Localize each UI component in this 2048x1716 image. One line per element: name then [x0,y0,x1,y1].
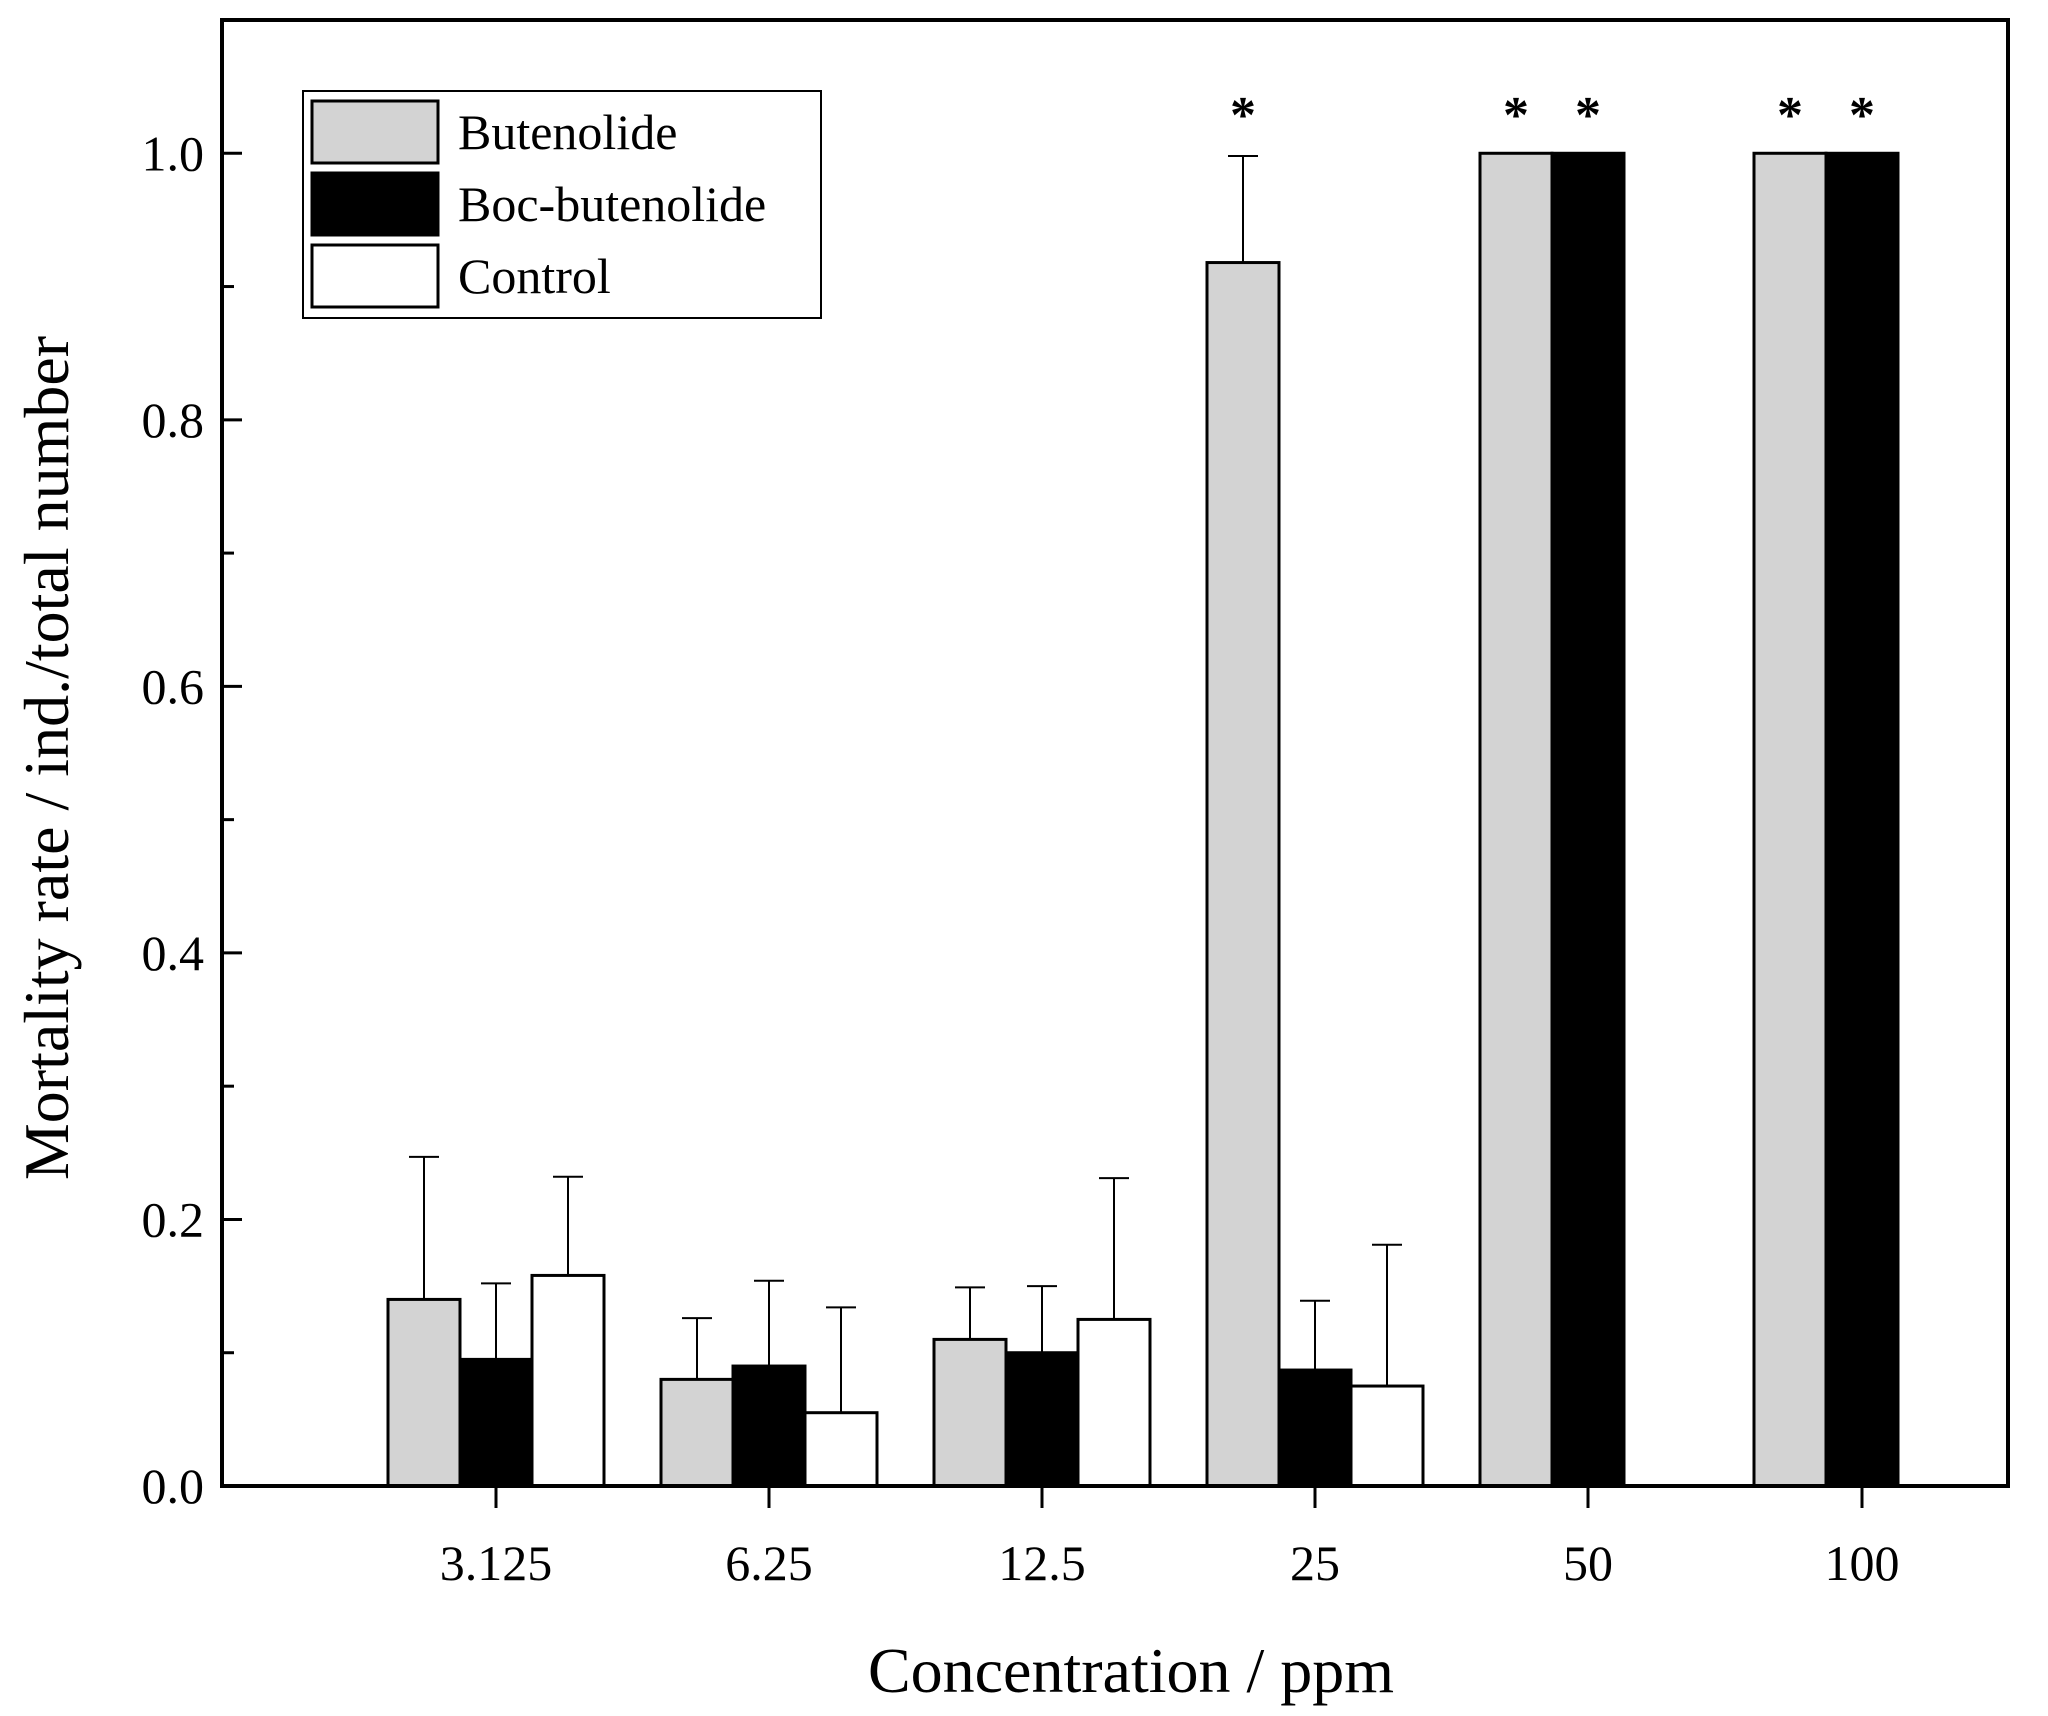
y-tick-label: 1.0 [142,125,205,181]
significance-marker: * [1849,87,1875,144]
significance-marker: * [1230,87,1256,144]
bar-butenolide-50 [1478,151,1554,1488]
bar-butenolide-12.5 [932,1337,1008,1488]
y-tick-label: 0.4 [142,925,205,981]
bar-butenolide-3.125 [386,1297,462,1488]
bar-butenolide-6.25 [659,1377,735,1488]
x-tick-label: 6.25 [725,1535,813,1591]
bar-control-25 [1349,1384,1425,1488]
bar-boc-butenolide-6.25 [731,1364,807,1488]
significance-marker: * [1503,87,1529,144]
legend: Butenolide Boc-butenolide Control [302,90,822,319]
bars-layer: * * * * * [386,87,1900,1488]
bar-boc-butenolide-100 [1824,151,1900,1488]
legend-swatch-control [310,243,440,309]
y-tick-label: 0.2 [142,1191,205,1247]
x-axis-title: Concentration / ppm [868,1635,1394,1706]
y-tick-label: 0.6 [142,658,205,714]
x-tick-label: 50 [1563,1535,1613,1591]
bar-boc-butenolide-50 [1550,151,1626,1488]
x-tick-label: 25 [1290,1535,1340,1591]
y-tick-label: 0.8 [142,392,205,448]
y-axis-title: Mortality rate / ind./total number [11,336,82,1180]
significance-marker: * [1777,87,1803,144]
bar-boc-butenolide-3.125 [458,1357,534,1488]
bar-butenolide-25 [1205,261,1281,1488]
bar-butenolide-100 [1752,151,1828,1488]
x-tick-label: 3.125 [440,1535,553,1591]
axes-layer: 0.0 0.2 0.4 0.6 0.8 1.0 3.125 6.25 12.5 25 50 100 [142,18,2010,1591]
legend-swatch-boc-butenolide [310,171,440,237]
legend-label-control: Control [458,248,611,304]
legend-label-boc-butenolide: Boc-butenolide [458,176,766,232]
legend-label-butenolide: Butenolide [458,104,677,160]
bar-control-12.5 [1076,1317,1152,1488]
bar-boc-butenolide-25 [1277,1368,1353,1488]
x-tick-label: 12.5 [998,1535,1086,1591]
bar-boc-butenolide-12.5 [1004,1351,1080,1488]
bar-control-3.125 [530,1273,606,1488]
plot-frame [220,18,2010,1488]
significance-marker: * [1575,87,1601,144]
x-tick-label: 100 [1825,1535,1900,1591]
legend-swatch-butenolide [310,99,440,165]
bar-control-6.25 [803,1411,879,1488]
y-tick-label: 0.0 [142,1458,205,1514]
